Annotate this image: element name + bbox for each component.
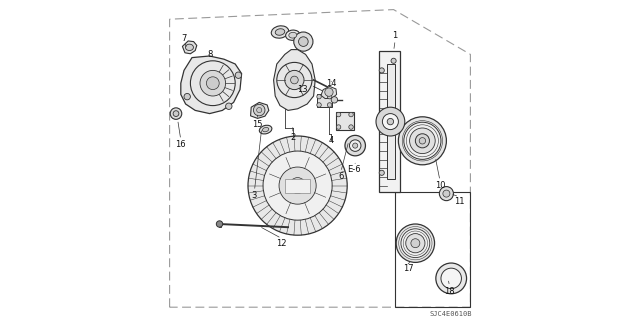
- Ellipse shape: [262, 127, 269, 132]
- Circle shape: [337, 112, 341, 117]
- Circle shape: [173, 111, 179, 116]
- Ellipse shape: [289, 32, 297, 38]
- Circle shape: [317, 94, 321, 99]
- Text: 7: 7: [181, 34, 187, 43]
- Circle shape: [206, 77, 220, 90]
- Bar: [387, 64, 396, 179]
- Bar: [380, 51, 400, 192]
- Circle shape: [439, 187, 453, 201]
- Circle shape: [279, 167, 316, 204]
- Circle shape: [290, 178, 306, 194]
- Text: 4: 4: [328, 136, 334, 145]
- Circle shape: [337, 125, 341, 129]
- Circle shape: [328, 103, 332, 107]
- Text: 10: 10: [435, 181, 445, 190]
- Circle shape: [404, 122, 441, 159]
- Circle shape: [263, 151, 332, 220]
- Circle shape: [294, 32, 313, 51]
- Circle shape: [345, 135, 365, 156]
- Circle shape: [391, 58, 396, 63]
- Circle shape: [349, 125, 353, 129]
- Ellipse shape: [186, 44, 193, 51]
- Bar: [317, 94, 332, 107]
- Text: SJC4E0610B: SJC4E0610B: [429, 311, 472, 317]
- Circle shape: [419, 138, 426, 144]
- Ellipse shape: [259, 125, 272, 134]
- Circle shape: [226, 103, 232, 109]
- Circle shape: [253, 104, 265, 116]
- Circle shape: [406, 234, 425, 253]
- Polygon shape: [274, 50, 315, 110]
- Text: 2: 2: [290, 133, 296, 142]
- Text: 11: 11: [454, 197, 465, 206]
- Bar: [396, 192, 470, 307]
- Circle shape: [376, 107, 404, 136]
- Circle shape: [379, 68, 384, 73]
- Ellipse shape: [271, 26, 289, 38]
- Circle shape: [332, 97, 338, 103]
- Circle shape: [398, 117, 447, 165]
- Circle shape: [257, 108, 262, 113]
- Text: 6: 6: [338, 172, 344, 180]
- Circle shape: [216, 221, 223, 227]
- Text: 17: 17: [403, 264, 413, 273]
- Circle shape: [401, 229, 430, 258]
- Polygon shape: [181, 56, 242, 114]
- Bar: [285, 179, 310, 193]
- Circle shape: [298, 37, 308, 46]
- Circle shape: [349, 112, 353, 117]
- Circle shape: [353, 143, 358, 148]
- Circle shape: [184, 93, 191, 100]
- Ellipse shape: [285, 30, 300, 40]
- Circle shape: [328, 94, 332, 99]
- Text: 12: 12: [276, 239, 287, 248]
- Circle shape: [443, 190, 450, 197]
- Circle shape: [325, 88, 333, 96]
- Polygon shape: [251, 102, 269, 118]
- Circle shape: [379, 170, 384, 175]
- Text: 1: 1: [392, 31, 398, 40]
- Circle shape: [200, 70, 226, 96]
- Circle shape: [236, 72, 242, 78]
- Circle shape: [396, 224, 435, 262]
- Text: 15: 15: [252, 120, 263, 129]
- Circle shape: [387, 118, 394, 125]
- Bar: [336, 112, 354, 130]
- Circle shape: [170, 108, 182, 119]
- Text: 16: 16: [175, 140, 186, 148]
- Text: 13: 13: [297, 85, 308, 94]
- Circle shape: [285, 70, 304, 90]
- Circle shape: [349, 140, 361, 151]
- Circle shape: [436, 263, 467, 294]
- Polygon shape: [321, 86, 337, 99]
- Text: E-6: E-6: [347, 165, 360, 174]
- Ellipse shape: [275, 29, 285, 35]
- Text: 18: 18: [444, 287, 455, 296]
- Polygon shape: [182, 41, 197, 54]
- Circle shape: [410, 128, 435, 154]
- Circle shape: [411, 239, 420, 248]
- Circle shape: [317, 103, 321, 107]
- Circle shape: [441, 268, 461, 289]
- Text: 3: 3: [252, 191, 257, 200]
- Text: 8: 8: [207, 50, 212, 59]
- Circle shape: [383, 114, 398, 130]
- Text: 14: 14: [326, 79, 337, 88]
- Circle shape: [415, 134, 429, 148]
- Circle shape: [291, 76, 298, 84]
- Circle shape: [248, 136, 348, 235]
